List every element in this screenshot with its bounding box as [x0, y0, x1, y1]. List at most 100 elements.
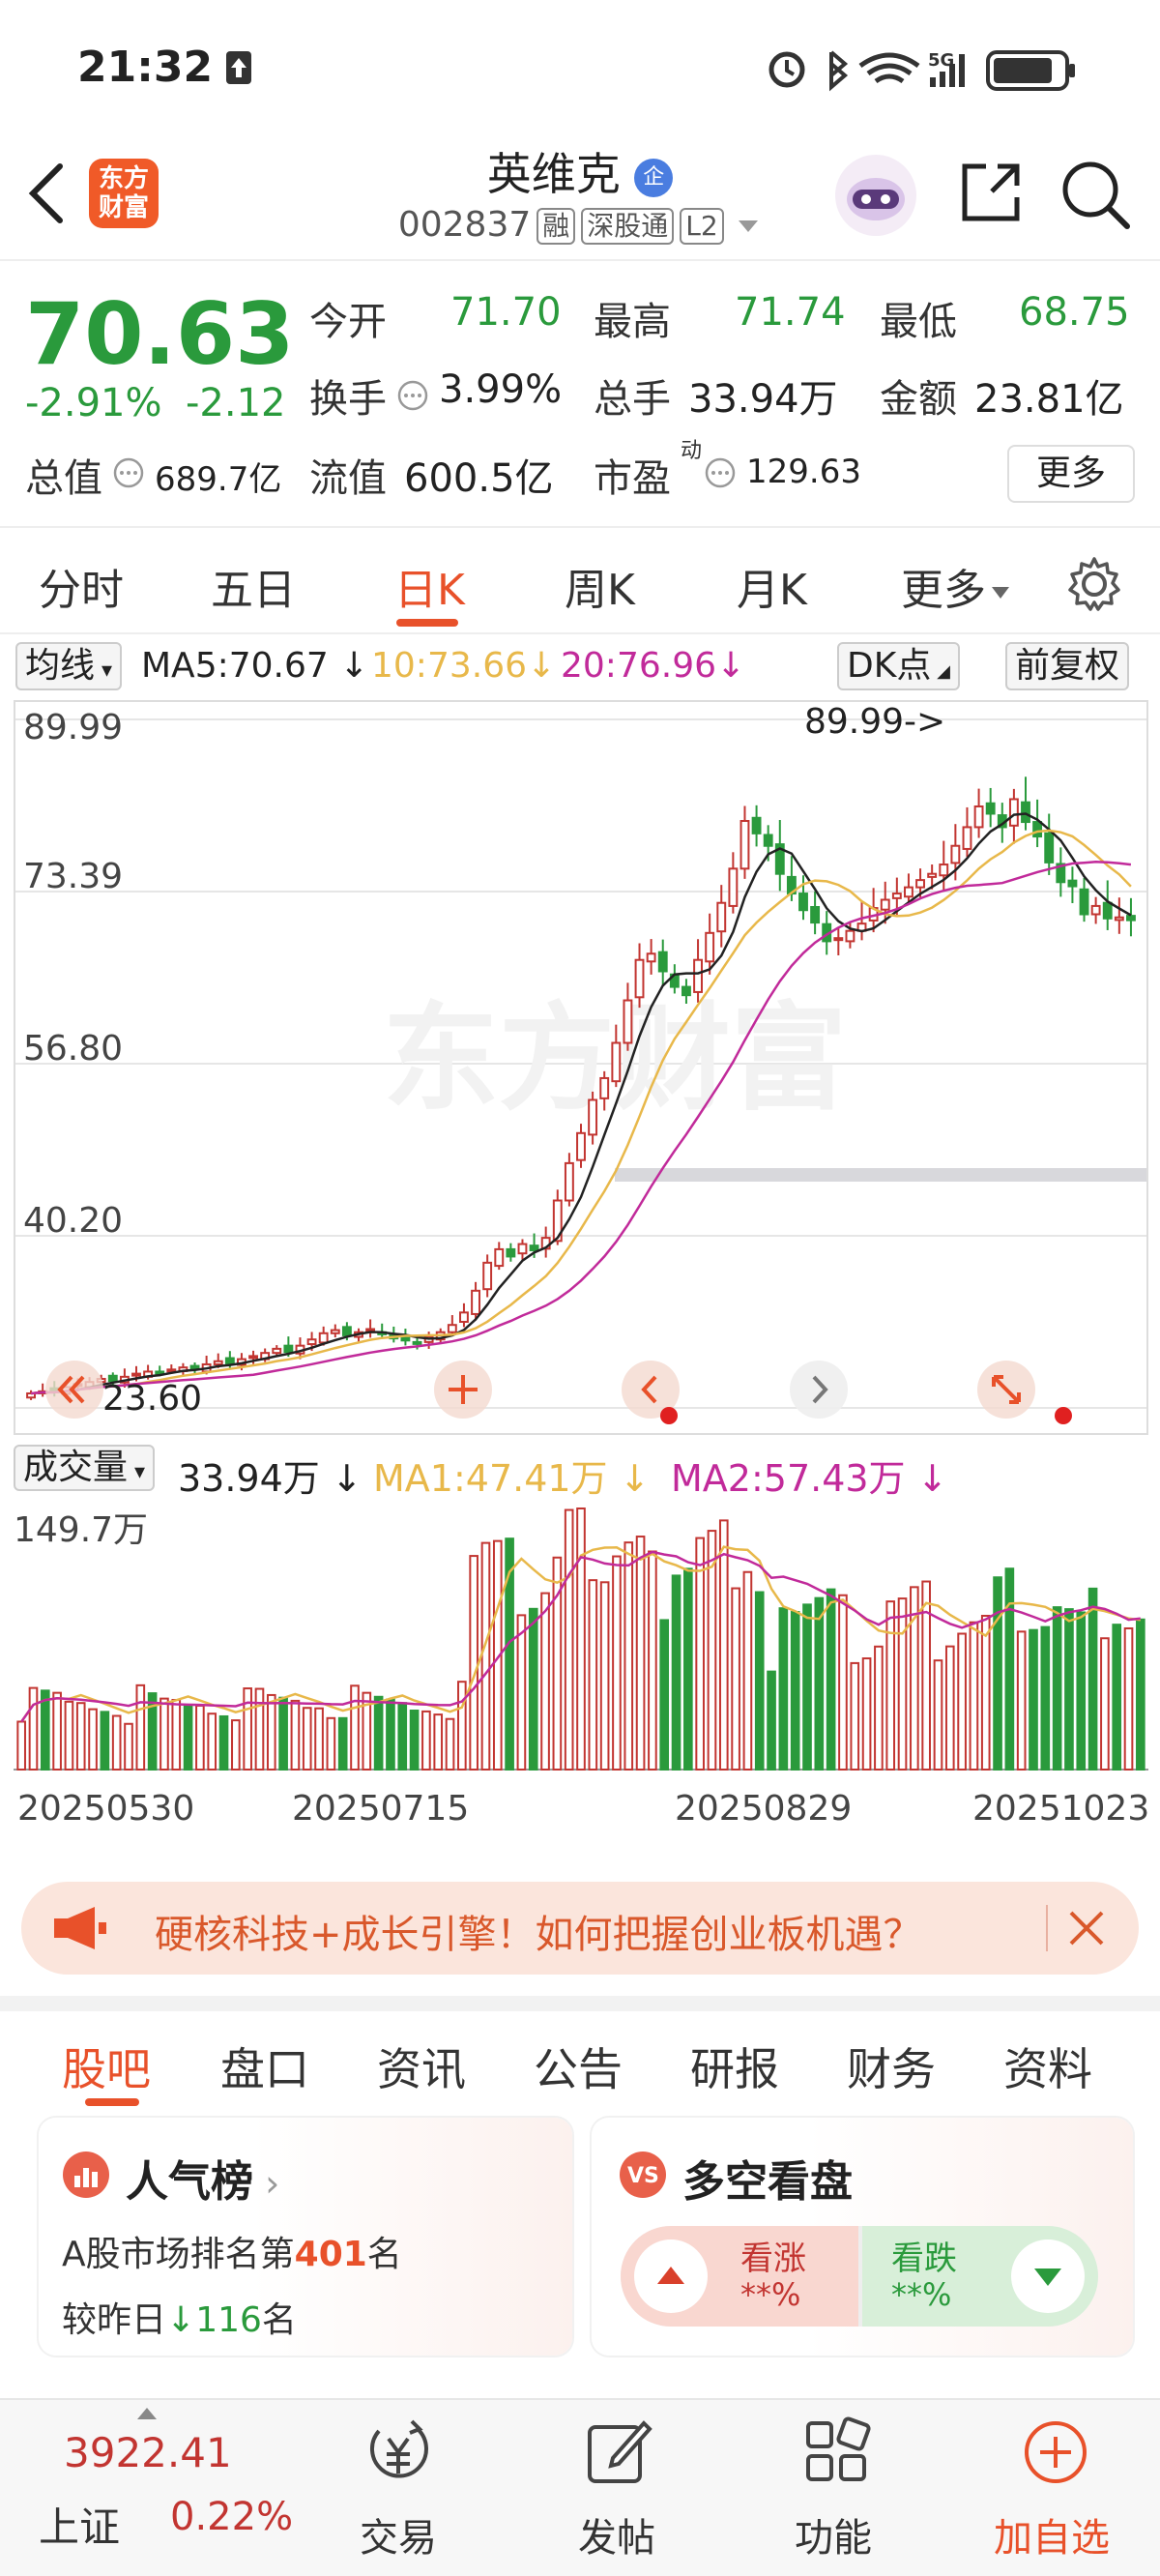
tab-research[interactable]: 研报 [690, 2043, 779, 2095]
add-watchlist-icon[interactable] [1017, 2414, 1094, 2491]
candle-body [682, 985, 691, 997]
volume-bar [88, 1708, 98, 1771]
ma-select[interactable]: 均线 ▾ [15, 642, 123, 690]
y-tick-label: 89.99 [23, 708, 123, 747]
tab-weekly-k[interactable]: 周K [565, 566, 635, 615]
kline-candles [26, 776, 1136, 1400]
vote-bar: 看涨 **% 看跌 **% [621, 2226, 1098, 2327]
volume-bar [850, 1661, 860, 1771]
candle-body [774, 843, 785, 875]
tab-pankou[interactable]: 盘口 [220, 2043, 309, 2095]
pe-sup: 动 [681, 439, 703, 463]
quote-panel: 70.63 -2.91% -2.12 今开 71.70 最高 71.74 最低 … [0, 263, 1160, 524]
volume-bar [814, 1596, 825, 1771]
caret-up-icon[interactable] [135, 2406, 159, 2421]
tab-news[interactable]: 资讯 [377, 2043, 466, 2095]
open-label: 今开 [309, 300, 387, 344]
tab-announcement[interactable]: 公告 [534, 2043, 623, 2095]
volume-bar [266, 1693, 276, 1771]
long-short-card[interactable]: VS 多空看盘 看涨 **% 看跌 **% [592, 2118, 1133, 2356]
volume-select-label: 成交量 [23, 1448, 129, 1487]
red-dot [660, 1407, 678, 1424]
share-icon[interactable] [957, 159, 1025, 226]
last-price: 70.63 [25, 284, 295, 384]
tab-more[interactable]: 更多 [901, 555, 1011, 617]
function-grid-icon[interactable] [798, 2414, 876, 2491]
prev-icon[interactable] [621, 1360, 681, 1420]
rank-value: 401 [294, 2235, 367, 2274]
tab-daily-k[interactable]: 日K [394, 566, 465, 615]
next-icon[interactable] [789, 1360, 849, 1420]
index-value[interactable]: 3922.41 [64, 2429, 232, 2476]
volume-bar [885, 1600, 896, 1771]
volume-chart[interactable]: 149.7万 [14, 1499, 1148, 1771]
more-button[interactable]: 更多 [1007, 445, 1135, 503]
adjust-button[interactable]: 前复权 [1005, 642, 1130, 690]
volume-ma-lines [20, 1545, 1141, 1723]
tab-guba[interactable]: 股吧 [62, 2043, 151, 2095]
popularity-card[interactable]: 人气榜 › A股市场排名第401名 较昨日↓116名 [39, 2118, 572, 2356]
volume-bar [326, 1716, 336, 1771]
volume-bar [707, 1530, 717, 1771]
volume-bar [861, 1657, 872, 1771]
tab-intraday[interactable]: 分时 [39, 566, 124, 615]
kline-chart[interactable]: 东方财富 89.99 73.39 56.80 40.20 89.99-> 23.60 [14, 700, 1148, 1435]
candle-body [657, 951, 668, 973]
info-icon[interactable] [704, 456, 737, 489]
bear-section[interactable]: 看跌 **% [862, 2226, 1098, 2327]
volume-bar [1076, 1611, 1087, 1771]
back-icon[interactable] [23, 162, 70, 224]
nav-post[interactable]: 发帖 [578, 2516, 655, 2561]
candle-body [131, 1372, 141, 1377]
volume-legend: 成交量 ▾ 33.94万 ↓ MA1:47.41万 ↓ MA2:57.43万 ↓ [14, 1445, 1148, 1500]
volume-bar [648, 1550, 657, 1771]
volume-bar [207, 1712, 218, 1771]
ma10-value: 10:73.66↓ [371, 646, 557, 686]
volume-bar [552, 1556, 563, 1771]
volume-select[interactable]: 成交量 ▾ [14, 1445, 156, 1491]
info-icon[interactable] [396, 379, 429, 412]
volume-bar [147, 1692, 158, 1771]
compare-line: 较昨日↓116名 [62, 2300, 297, 2340]
candle-body [272, 1347, 282, 1355]
volume-bar [314, 1707, 324, 1771]
info-icon[interactable] [112, 456, 145, 489]
period-tabs: 分时 五日 日K 周K 月K 更多 [0, 526, 1160, 634]
nav-function[interactable]: 功能 [795, 2516, 872, 2561]
tab-monthly-k[interactable]: 月K [737, 566, 807, 615]
volume-bar [1064, 1608, 1074, 1771]
tab-finance[interactable]: 财务 [847, 2043, 936, 2095]
low-marker: 23.60 [102, 1379, 202, 1419]
page-title: 英维克 企 [0, 139, 1160, 203]
candle-body [494, 1247, 505, 1268]
volume-bar [897, 1597, 908, 1771]
post-icon[interactable] [580, 2414, 657, 2491]
volume-bar [16, 1720, 26, 1771]
candle-body [306, 1338, 317, 1346]
search-icon[interactable] [1059, 159, 1133, 232]
close-icon[interactable] [1065, 1907, 1108, 1949]
date-label: 20251023 [972, 1789, 1150, 1829]
gear-icon[interactable] [1065, 555, 1123, 613]
scroll-left-icon[interactable] [44, 1360, 104, 1420]
candle-body [845, 929, 856, 943]
tab-five-day[interactable]: 五日 [211, 566, 296, 615]
dk-point-button[interactable]: DK点 ◢ [837, 642, 960, 690]
volume-ma2: MA2:57.43万 ↓ [671, 1457, 948, 1500]
app-logo[interactable]: 东方财富 [89, 159, 159, 228]
bull-section[interactable]: 看涨 **% [621, 2226, 858, 2327]
volume-bar [492, 1539, 503, 1771]
zoom-in-icon[interactable] [433, 1360, 493, 1420]
nav-add-watchlist[interactable]: 加自选 [994, 2516, 1110, 2561]
dropdown-icon[interactable] [735, 217, 762, 236]
volume-bar [1112, 1624, 1122, 1771]
candle-body [107, 1374, 118, 1383]
assistant-robot-icon[interactable] [833, 153, 918, 238]
promo-banner[interactable]: 硬核科技+成长引擎！如何把握创业板机遇？ [21, 1882, 1139, 1975]
volume-bar [576, 1508, 586, 1771]
tab-profile[interactable]: 资料 [1003, 2043, 1092, 2095]
fullscreen-icon[interactable] [976, 1360, 1036, 1420]
nav-trade[interactable]: 交易 [360, 2516, 437, 2561]
trade-icon[interactable] [360, 2414, 437, 2491]
ma10-text: 10:73.66 [371, 646, 527, 686]
